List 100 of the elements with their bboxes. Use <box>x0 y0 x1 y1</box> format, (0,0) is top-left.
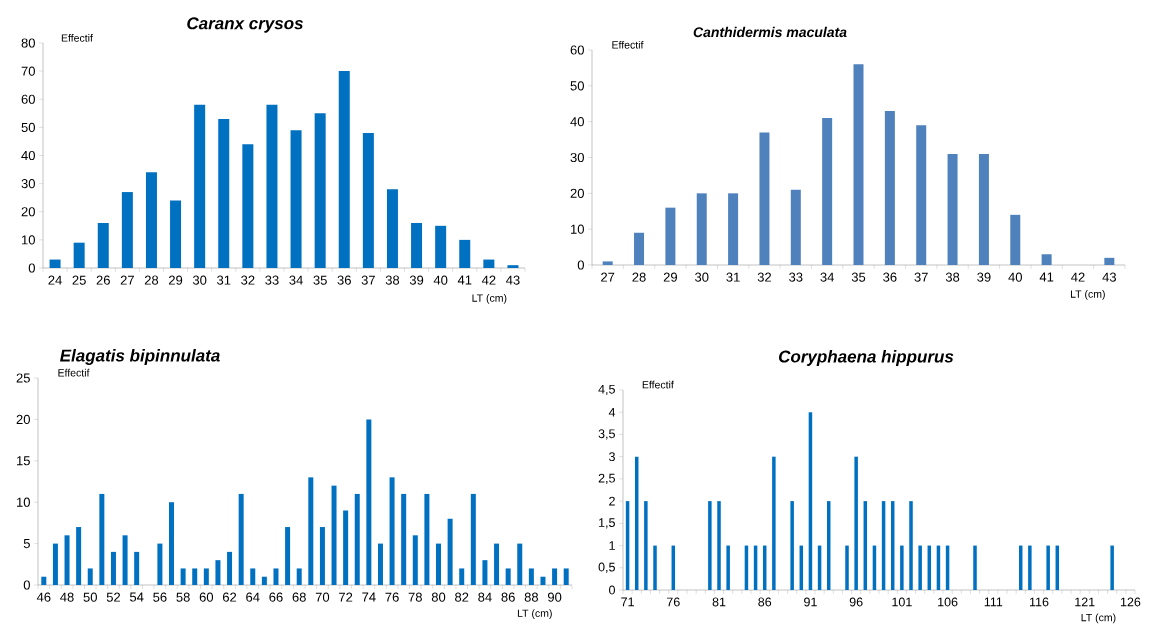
bar <box>470 493 476 585</box>
bar <box>157 543 163 585</box>
bar <box>308 477 314 585</box>
bar <box>338 71 350 268</box>
x-tick-label: 111 <box>984 597 1003 607</box>
bar <box>424 493 430 585</box>
bar <box>435 225 447 268</box>
bar <box>602 261 613 265</box>
bar <box>203 568 209 585</box>
bar <box>366 419 372 585</box>
x-tick-label: 31 <box>726 272 740 282</box>
bar <box>319 527 325 585</box>
y-tick-label: 5 <box>23 539 30 549</box>
bar <box>296 568 302 585</box>
x-tick-label: 64 <box>246 592 260 602</box>
y-tick-label: 0 <box>28 263 35 273</box>
bar <box>314 113 326 268</box>
y-tick-label: 10 <box>571 224 584 234</box>
bar <box>507 265 519 268</box>
bar <box>41 576 47 585</box>
x-tick-label: 34 <box>820 272 835 282</box>
bar <box>389 477 395 585</box>
bar <box>1028 545 1032 590</box>
x-tick-label: 41 <box>1039 272 1054 282</box>
bar <box>634 232 645 265</box>
bar <box>790 501 794 590</box>
x-tick-label: 76 <box>666 597 680 607</box>
bar <box>110 551 116 585</box>
bar <box>194 104 206 268</box>
x-axis-title: LT (cm) <box>517 609 552 620</box>
x-tick-label: 68 <box>292 592 306 602</box>
y-tick-label: 1 <box>609 541 615 550</box>
x-tick-label: 78 <box>408 592 422 602</box>
bar <box>918 545 922 590</box>
bar <box>853 64 864 265</box>
x-tick-label: 37 <box>914 272 928 282</box>
bar <box>238 493 244 585</box>
x-tick-label: 38 <box>945 272 960 282</box>
bar <box>285 527 291 585</box>
bar <box>726 545 730 590</box>
bar <box>218 118 230 268</box>
bar <box>411 223 423 268</box>
x-tick-label: 43 <box>506 275 520 285</box>
y-tick-label: 50 <box>570 81 584 91</box>
y-tick-label: 80 <box>21 38 35 48</box>
x-tick-label: 70 <box>315 592 330 602</box>
bar <box>1041 254 1052 265</box>
x-tick-label: 116 <box>1030 597 1049 607</box>
bar <box>273 568 279 585</box>
bar <box>331 485 337 585</box>
bar <box>121 192 133 268</box>
x-tick-label: 26 <box>96 275 110 285</box>
bar <box>64 535 70 585</box>
bar <box>1010 214 1021 265</box>
bar <box>290 130 302 268</box>
x-tick-label: 39 <box>977 272 991 282</box>
bar <box>822 118 833 265</box>
x-tick-label: 28 <box>144 275 159 285</box>
x-tick-label: 43 <box>1102 272 1116 282</box>
bar <box>459 239 471 268</box>
bar <box>728 193 739 265</box>
x-tick-label: 27 <box>120 275 134 285</box>
x-tick-label: 31 <box>217 275 231 285</box>
x-tick-label: 34 <box>289 275 303 285</box>
bar <box>227 551 233 585</box>
x-tick-label: 24 <box>48 275 62 285</box>
x-tick-label: 74 <box>362 592 376 602</box>
y-axis-title: Effectif <box>61 34 93 42</box>
x-tick-label: 36 <box>337 275 351 285</box>
x-tick-label: 48 <box>60 592 74 602</box>
bar <box>909 501 913 590</box>
x-tick-label: 36 <box>883 272 897 282</box>
y-tick-label: 2,5 <box>598 473 615 485</box>
x-tick-label: 66 <box>269 592 283 602</box>
y-tick-label: 20 <box>16 414 30 424</box>
x-tick-label: 37 <box>361 275 375 285</box>
y-tick-label: 3 <box>609 452 615 462</box>
bar <box>854 456 858 590</box>
bar <box>717 501 721 590</box>
x-tick-label: 25 <box>72 275 86 285</box>
y-tick-label: 40 <box>570 117 584 127</box>
x-tick-label: 60 <box>199 592 214 602</box>
x-tick-label: 41 <box>457 275 472 285</box>
y-tick-label: 0,5 <box>598 562 615 573</box>
x-axis-title: LT (cm) <box>1070 290 1105 300</box>
x-tick-label: 126 <box>1120 597 1141 607</box>
x-tick-label: 82 <box>455 592 469 602</box>
bar <box>261 576 267 585</box>
bar <box>401 493 407 585</box>
y-tick-label: 4 <box>608 407 616 417</box>
bar <box>343 510 349 585</box>
bar <box>266 104 278 268</box>
bar <box>52 543 58 585</box>
y-axis-title: Effectif <box>58 368 90 377</box>
y-tick-label: 0 <box>23 580 30 590</box>
bar <box>354 493 360 585</box>
x-tick-label: 101 <box>892 597 912 607</box>
y-tick-label: 1,5 <box>599 518 615 529</box>
x-tick-label: 33 <box>265 275 279 285</box>
bar <box>483 259 495 268</box>
